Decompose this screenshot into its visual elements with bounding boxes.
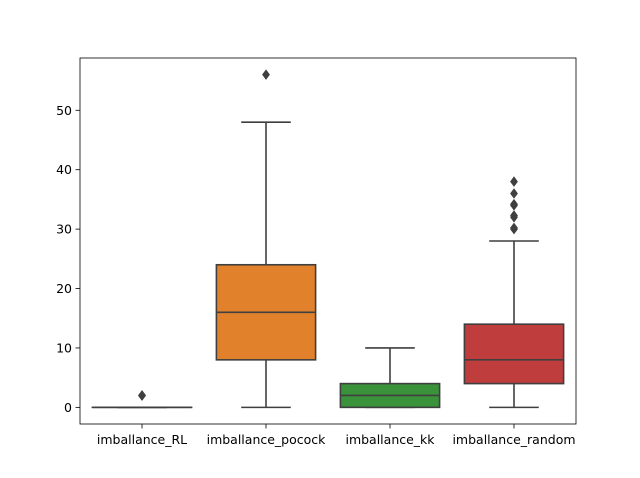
y-tick-label: 10: [56, 340, 72, 355]
box-imballance_random: [463, 176, 565, 409]
x-tick-label: imballance_random: [452, 432, 575, 447]
x-tick-label: imballance_pocock: [207, 432, 327, 447]
y-tick-label: 0: [64, 400, 72, 415]
y-tick-label: 50: [56, 103, 72, 118]
box-imballance_kk: [339, 347, 441, 409]
axes: imballance_RL imballance_pocock imballance…: [56, 57, 577, 447]
y-tick-label: 20: [56, 281, 72, 296]
plot-area: [91, 69, 565, 409]
outlier-point: [510, 176, 518, 187]
y-tick-label: 40: [56, 162, 72, 177]
box-imballance_pocock: [215, 69, 317, 409]
x-tick-label: imballance_kk: [345, 432, 435, 447]
outlier-point: [262, 69, 270, 80]
x-tick-label: imballance_RL: [97, 432, 187, 447]
outlier-point: [510, 210, 518, 221]
outlier-point: [510, 222, 518, 234]
outlier-point: [138, 390, 146, 401]
outlier-point: [510, 198, 518, 210]
outlier-point: [510, 188, 518, 199]
plot-frame: [79, 57, 577, 425]
box-iqr: [463, 323, 565, 385]
box-imballance_RL: [91, 390, 193, 409]
y-tick-label: 30: [56, 222, 72, 237]
